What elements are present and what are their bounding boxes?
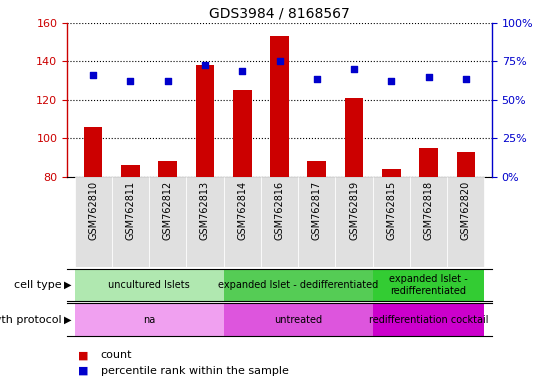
Text: GSM762814: GSM762814	[237, 181, 247, 240]
Title: GDS3984 / 8168567: GDS3984 / 8168567	[209, 7, 350, 20]
FancyBboxPatch shape	[74, 177, 112, 267]
Bar	[196, 65, 214, 330]
Text: percentile rank within the sample: percentile rank within the sample	[101, 366, 288, 376]
Bar	[270, 36, 289, 330]
Point	[89, 72, 98, 78]
FancyBboxPatch shape	[224, 177, 261, 267]
Point	[349, 66, 358, 72]
Text: na: na	[143, 314, 155, 325]
Text: cell type: cell type	[14, 280, 61, 290]
Bar	[373, 303, 485, 336]
Text: GSM762815: GSM762815	[386, 181, 396, 240]
Point	[163, 78, 172, 84]
FancyBboxPatch shape	[261, 177, 298, 267]
FancyBboxPatch shape	[149, 177, 186, 267]
Text: expanded Islet - dedifferentiated: expanded Islet - dedifferentiated	[218, 280, 378, 290]
Text: GSM762819: GSM762819	[349, 181, 359, 240]
Bar	[224, 303, 373, 336]
Bar	[158, 161, 177, 330]
Text: GSM762813: GSM762813	[200, 181, 210, 240]
Text: GSM762818: GSM762818	[424, 181, 434, 240]
FancyBboxPatch shape	[298, 177, 335, 267]
FancyBboxPatch shape	[112, 177, 149, 267]
Bar	[307, 161, 326, 330]
Text: ■: ■	[78, 350, 89, 360]
Text: GSM762812: GSM762812	[163, 181, 173, 240]
Bar	[74, 269, 224, 301]
Text: untreated: untreated	[274, 314, 322, 325]
FancyBboxPatch shape	[410, 177, 447, 267]
Text: count: count	[101, 350, 132, 360]
Point	[201, 62, 210, 68]
Text: GSM762811: GSM762811	[125, 181, 135, 240]
Text: GSM762810: GSM762810	[88, 181, 98, 240]
Point	[275, 58, 284, 65]
Bar	[74, 303, 224, 336]
Point	[461, 76, 470, 82]
Point	[387, 78, 396, 84]
Text: uncultured Islets: uncultured Islets	[108, 280, 190, 290]
Text: ■: ■	[78, 366, 89, 376]
FancyBboxPatch shape	[447, 177, 485, 267]
FancyBboxPatch shape	[186, 177, 224, 267]
Bar	[345, 98, 363, 330]
Text: growth protocol: growth protocol	[0, 314, 61, 325]
Text: ▶: ▶	[64, 314, 72, 325]
Text: redifferentiation cocktail: redifferentiation cocktail	[369, 314, 489, 325]
Text: GSM762820: GSM762820	[461, 181, 471, 240]
Bar	[224, 269, 373, 301]
Text: GSM762817: GSM762817	[312, 181, 322, 240]
Bar	[419, 148, 438, 330]
Text: GSM762816: GSM762816	[274, 181, 285, 240]
Text: ▶: ▶	[64, 280, 72, 290]
Bar	[373, 269, 485, 301]
Bar	[233, 90, 252, 330]
FancyBboxPatch shape	[373, 177, 410, 267]
Bar	[457, 152, 475, 330]
Text: expanded Islet -
redifferentiated: expanded Islet - redifferentiated	[389, 274, 468, 296]
Bar	[382, 169, 401, 330]
Point	[312, 76, 321, 82]
FancyBboxPatch shape	[335, 177, 373, 267]
Bar	[121, 165, 140, 330]
Point	[238, 68, 247, 74]
Point	[424, 74, 433, 80]
Point	[126, 78, 135, 84]
Bar	[84, 127, 102, 330]
